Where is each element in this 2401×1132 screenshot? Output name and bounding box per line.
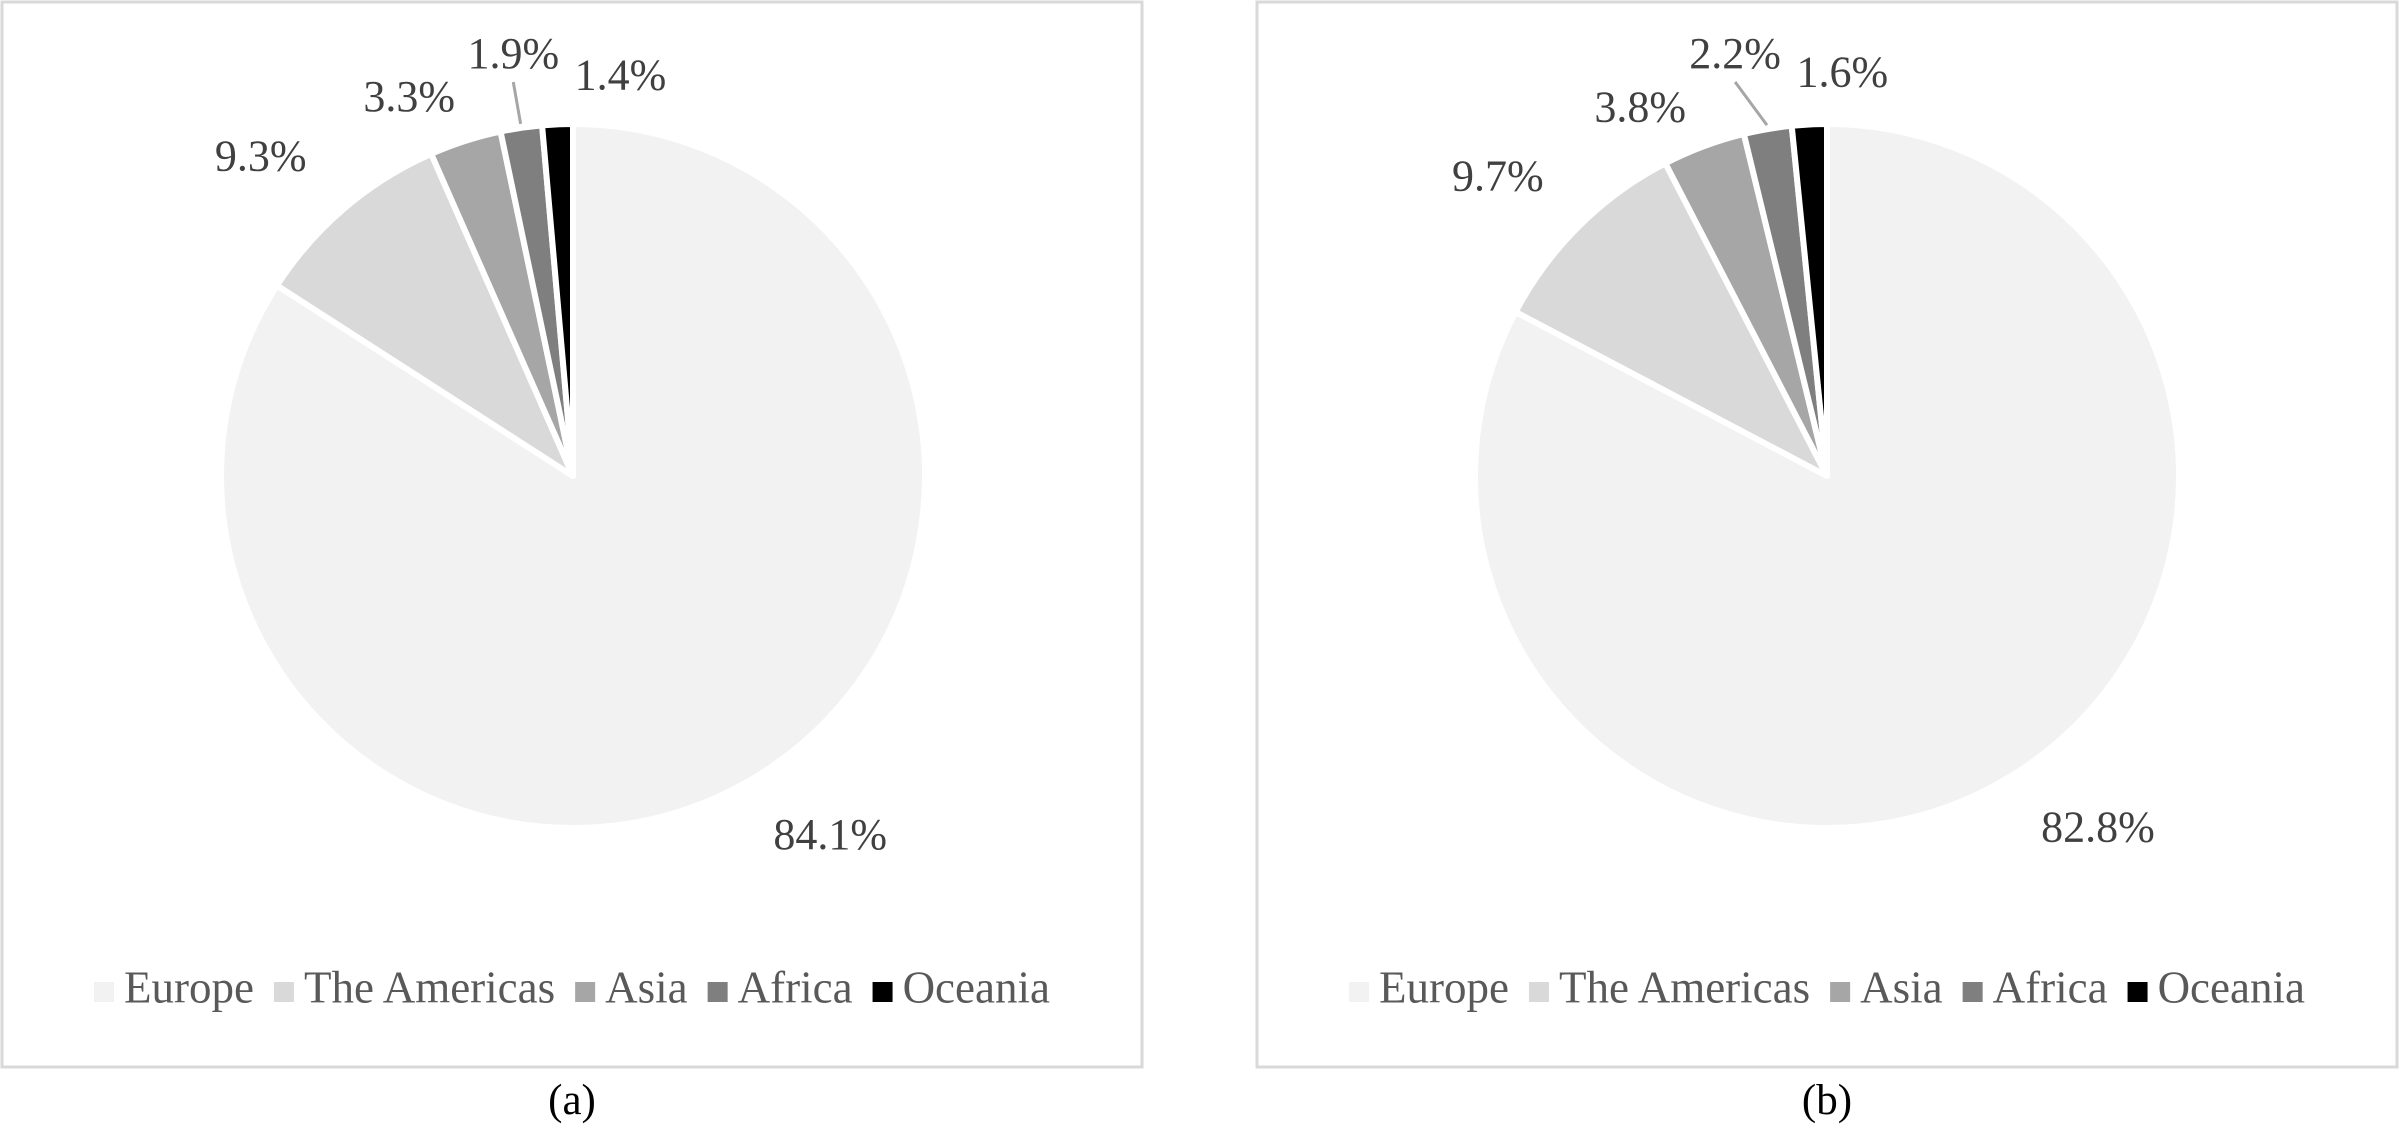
legend-marker [273,982,294,1002]
legend-marker [707,982,728,1002]
legend-marker [1962,982,1983,1002]
data-label: 82.8% [2041,802,2155,851]
panel-frame [1255,0,2399,1069]
data-label: 2.2% [1689,29,1781,78]
data-label: 1.6% [1796,48,1888,97]
legend-marker [575,982,596,1002]
pie-slice [1472,121,2182,831]
pie-slice [539,121,576,479]
legend-label: Oceania [903,962,1050,1012]
data-label: 9.7% [1452,152,1544,201]
legend-label: Africa [1993,962,2108,1012]
leader-line [511,81,523,125]
panel-frame [0,0,1144,1069]
legend-marker [872,982,893,1002]
legend-label: Asia [1860,962,1943,1012]
caption: (a) [548,1077,596,1124]
pie-slice [1512,160,1830,479]
data-label: 9.3% [215,132,307,181]
data-label: 3.8% [1594,83,1686,132]
caption: (b) [1802,1077,1852,1124]
legend: Europe The Americas Asia Africa Oceania [94,962,1050,1012]
legend-label: Europe [1379,962,1509,1012]
legend-marker [1830,982,1851,1002]
legend-marker [1528,982,1549,1002]
legend-label: The Americas [304,962,555,1012]
legend-label: Oceania [2158,962,2305,1012]
data-label: 3.3% [363,72,455,121]
legend-marker [1349,982,1370,1002]
legend-label: Africa [738,962,853,1012]
legend-label: Asia [605,962,688,1012]
legend: Europe The Americas Asia Africa Oceania [1349,962,2305,1012]
legend-marker [94,982,115,1002]
legend-marker [2127,982,2148,1002]
pie-slice [1788,121,1830,479]
legend-label: Europe [124,962,254,1012]
legend-label: The Americas [1559,962,1810,1012]
pie-slice [273,150,576,479]
data-label: 1.9% [467,29,559,78]
leader-line [1733,81,1769,126]
data-label: 84.1% [773,810,887,859]
data-label: 1.4% [575,51,667,100]
